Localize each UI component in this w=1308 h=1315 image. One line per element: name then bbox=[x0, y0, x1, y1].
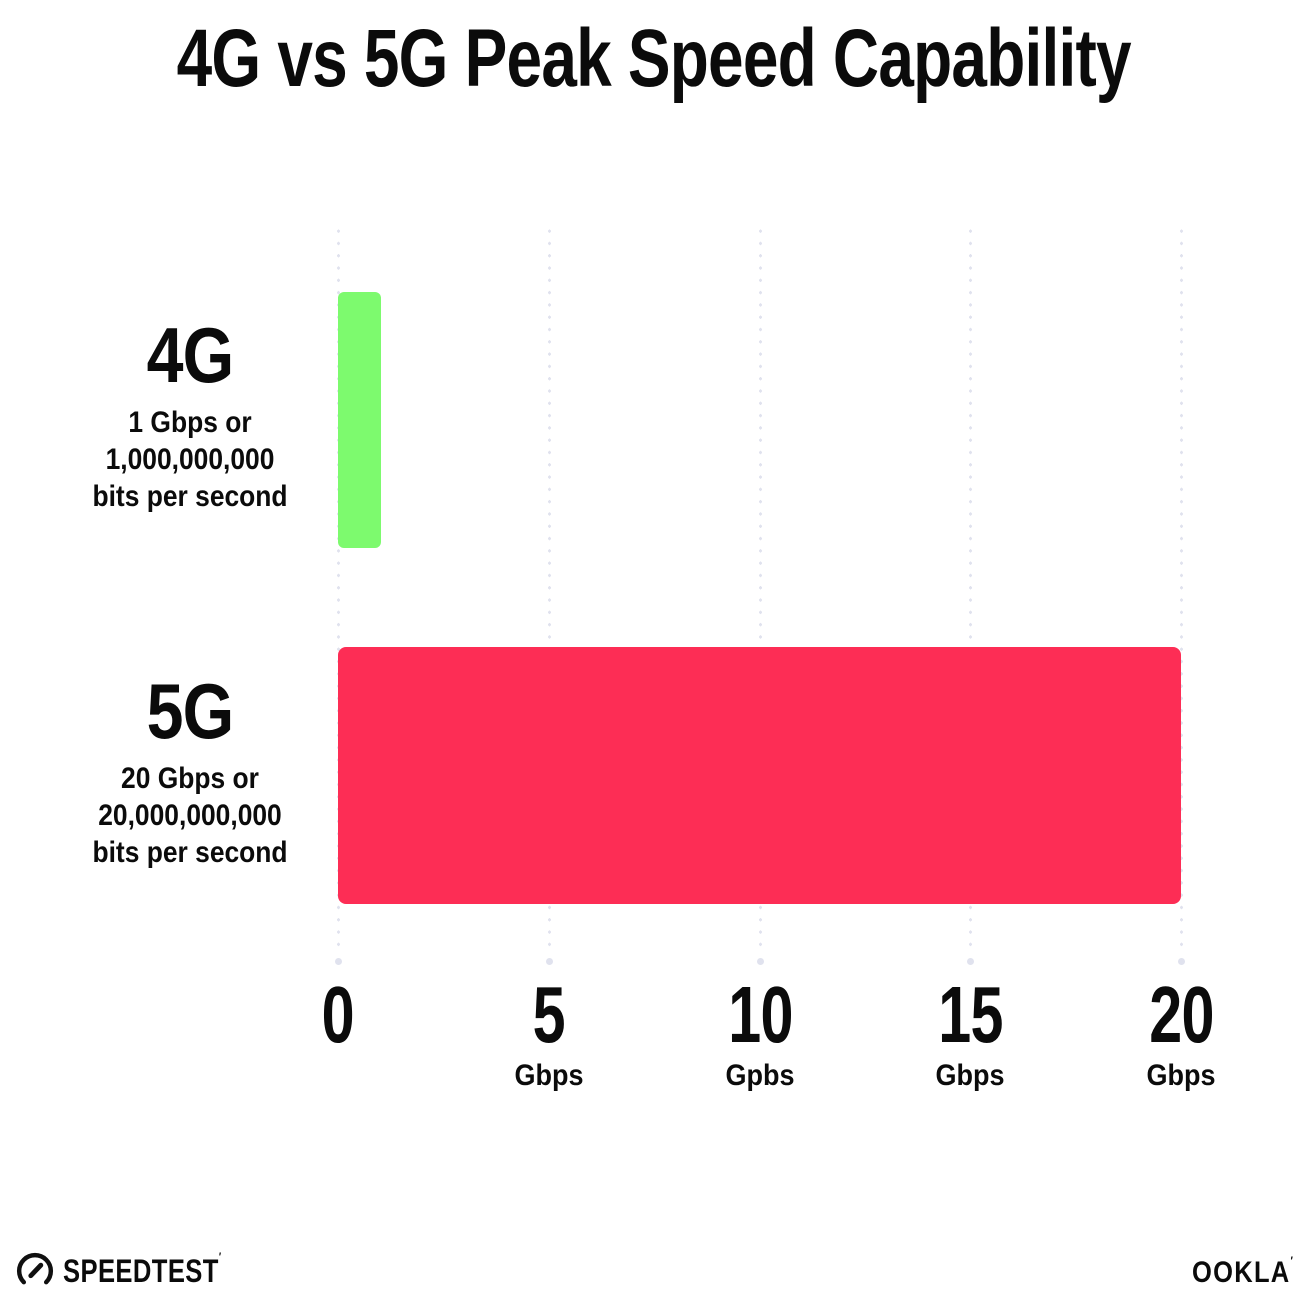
trademark-mark: ′ bbox=[218, 1249, 222, 1264]
x-tick-value: 5 bbox=[532, 970, 566, 1059]
category-title-4g: 4G bbox=[146, 311, 235, 399]
description-line: 20 Gbps or bbox=[121, 762, 259, 796]
category-label-5g: 5G 20 Gbps or 20,000,000,000 bits per se… bbox=[40, 667, 340, 871]
description-line: 1 Gbps or bbox=[128, 406, 252, 440]
gridline-end-dot bbox=[335, 958, 342, 965]
chart-header: 4G vs 5G Peak Speed Capability bbox=[0, 13, 1308, 104]
gridline-5gbps bbox=[546, 225, 553, 965]
gridline-end-dot bbox=[967, 958, 974, 965]
ookla-logo: OOKLA′ bbox=[1174, 1254, 1294, 1290]
description-line: bits per second bbox=[92, 836, 288, 870]
gridline-15gbps bbox=[967, 225, 974, 965]
chart-title: 4G vs 5G Peak Speed Capability bbox=[176, 13, 1132, 104]
x-tick-unit: Gbps bbox=[935, 1059, 1005, 1092]
x-tick-15: 15 Gbps bbox=[860, 975, 1080, 1093]
gridline-20gbps bbox=[1178, 225, 1185, 965]
x-tick-20: 20 Gbps bbox=[1071, 975, 1291, 1093]
x-tick-unit: Gbps bbox=[514, 1059, 584, 1092]
speedtest-wordmark: SPEEDTEST′ bbox=[63, 1249, 222, 1289]
description-line: 20,000,000,000 bbox=[98, 799, 282, 833]
category-description-4g: 1 Gbps or 1,000,000,000 bits per second bbox=[58, 404, 322, 515]
category-title-5g: 5G bbox=[146, 667, 235, 755]
description-line: 1,000,000,000 bbox=[105, 443, 275, 477]
x-tick-unit: Gpbs bbox=[725, 1059, 795, 1092]
speedtest-logo: SPEEDTEST′ bbox=[16, 1249, 261, 1290]
gridline-10gbps bbox=[757, 225, 764, 965]
x-tick-value: 20 bbox=[1148, 970, 1214, 1059]
gridline-end-dot bbox=[757, 958, 764, 965]
bar-5g-speed bbox=[338, 647, 1181, 904]
gridline-0gbps bbox=[335, 225, 342, 965]
gridline-end-dot bbox=[1178, 958, 1185, 965]
description-line: bits per second bbox=[92, 480, 288, 514]
x-tick-value: 15 bbox=[937, 970, 1003, 1059]
speedtest-gauge-icon bbox=[16, 1252, 54, 1290]
category-description-5g: 20 Gbps or 20,000,000,000 bits per secon… bbox=[58, 760, 322, 871]
category-label-4g: 4G 1 Gbps or 1,000,000,000 bits per seco… bbox=[40, 311, 340, 515]
x-tick-value: 0 bbox=[321, 970, 355, 1059]
x-tick-unit: Gbps bbox=[1146, 1059, 1216, 1092]
x-tick-5: 5 Gbps bbox=[439, 975, 659, 1093]
x-tick-0: 0 bbox=[228, 975, 448, 1093]
x-tick-10: 10 Gpbs bbox=[650, 975, 870, 1093]
x-tick-unit bbox=[239, 1059, 437, 1093]
x-tick-value: 10 bbox=[727, 970, 793, 1059]
gridline-end-dot bbox=[546, 958, 553, 965]
bar-4g-speed bbox=[338, 292, 381, 548]
ookla-wordmark: OOKLA′ bbox=[1191, 1254, 1294, 1289]
trademark-mark: ′ bbox=[1290, 1254, 1294, 1268]
